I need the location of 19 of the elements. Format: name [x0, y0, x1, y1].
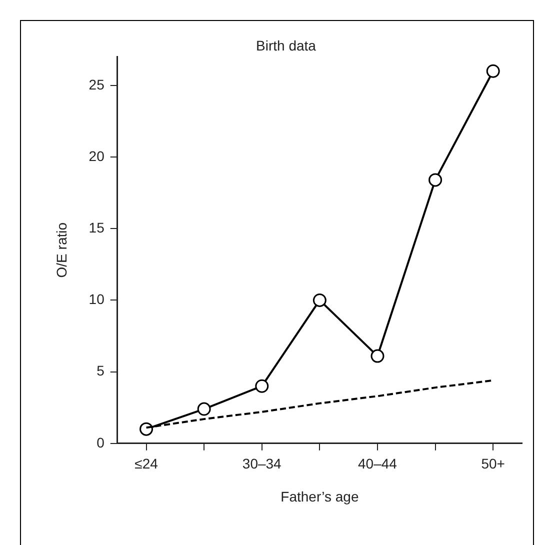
- y-tick-label: 5: [96, 362, 105, 379]
- x-tick-label: 30–34: [242, 456, 282, 472]
- x-axis-title: Father’s age: [280, 488, 359, 504]
- point: [428, 173, 442, 187]
- point: [312, 293, 326, 307]
- chart-title: Birth data: [256, 37, 316, 54]
- y-tick-label: 25: [88, 76, 105, 92]
- y-tick-label: 0: [96, 434, 105, 450]
- point: [370, 349, 384, 363]
- x-tick-label: ≤24: [134, 456, 158, 472]
- point: [486, 64, 500, 78]
- y-tick-label: 15: [88, 219, 105, 236]
- x-tick-label: 50+: [481, 456, 505, 472]
- y-tick-label: 10: [88, 291, 105, 308]
- point: [197, 402, 211, 416]
- point: [255, 379, 269, 393]
- x-tick-label: 40–44: [358, 456, 398, 472]
- y-axis-title: O/E ratio: [53, 222, 70, 278]
- y-tick-label: 20: [88, 148, 105, 164]
